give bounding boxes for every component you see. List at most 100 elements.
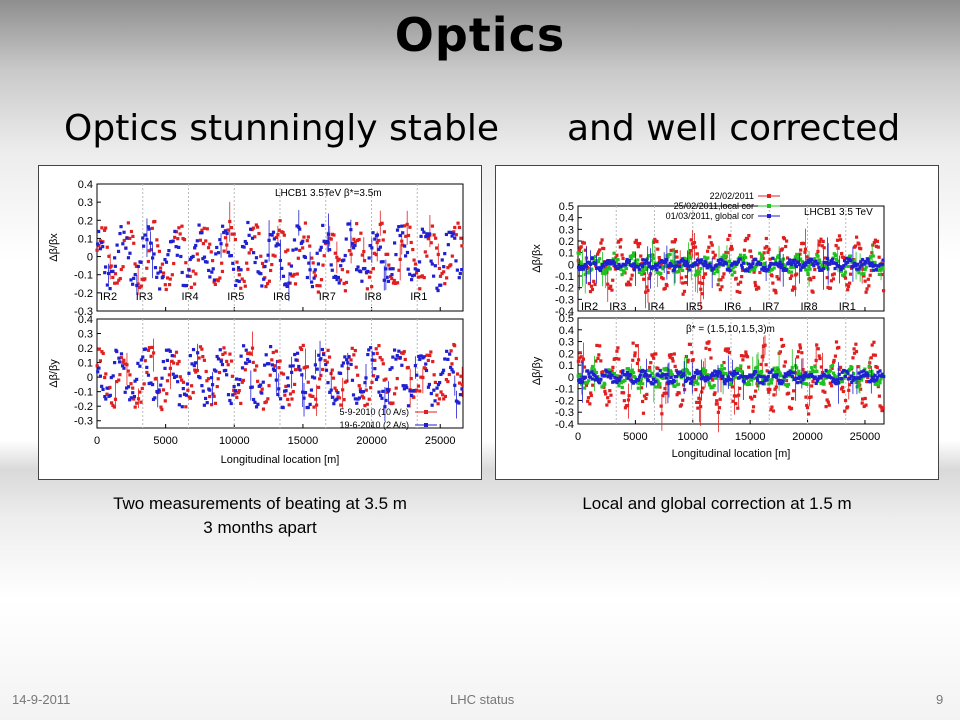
data-point — [662, 391, 666, 395]
data-point — [165, 358, 169, 363]
data-point — [224, 368, 228, 373]
data-point — [180, 378, 184, 382]
data-point — [791, 371, 795, 375]
data-point — [423, 367, 428, 371]
data-point — [760, 369, 764, 374]
data-point — [172, 354, 177, 358]
data-point — [772, 393, 776, 397]
data-point — [193, 246, 197, 250]
data-point — [867, 284, 871, 288]
data-point — [665, 258, 669, 262]
data-point — [253, 235, 257, 239]
data-point — [406, 365, 410, 370]
data-point — [706, 256, 710, 260]
data-point — [740, 268, 745, 272]
data-point — [435, 393, 439, 397]
data-point — [636, 258, 640, 262]
data-point — [817, 354, 821, 358]
data-point — [233, 392, 237, 396]
data-point — [761, 354, 765, 358]
data-point — [341, 388, 345, 392]
data-point — [691, 358, 695, 362]
data-point — [832, 358, 836, 363]
data-point — [693, 273, 698, 277]
data-point — [369, 386, 373, 390]
data-point — [286, 384, 291, 388]
data-point — [321, 367, 325, 372]
data-point — [413, 262, 418, 266]
data-point — [780, 261, 784, 265]
data-point — [611, 257, 615, 261]
y-tick-label: -0.2 — [74, 288, 93, 300]
data-point — [362, 259, 367, 263]
ir-label: IR5 — [686, 301, 703, 313]
data-point — [673, 238, 678, 242]
data-point — [232, 384, 236, 389]
data-point — [862, 369, 866, 373]
data-point — [803, 250, 807, 254]
data-point — [584, 383, 589, 387]
data-point — [200, 384, 204, 388]
data-point — [823, 390, 827, 394]
ir-label: IR6 — [724, 301, 741, 313]
data-point — [752, 394, 757, 398]
data-point — [404, 234, 408, 238]
data-point — [663, 264, 667, 268]
data-point — [194, 272, 198, 276]
data-point — [433, 399, 437, 403]
data-point — [236, 268, 241, 272]
ir-label: IR3 — [136, 291, 153, 303]
data-point — [253, 260, 257, 265]
data-point — [880, 374, 884, 378]
data-point — [236, 266, 241, 270]
data-point — [225, 359, 229, 363]
data-point — [441, 371, 445, 375]
data-point — [765, 245, 769, 249]
data-point — [113, 264, 117, 268]
y-axis-label: Δβ/βy — [531, 356, 543, 385]
data-point — [670, 264, 674, 268]
data-point — [870, 343, 874, 347]
data-point — [607, 368, 611, 372]
data-point — [105, 283, 109, 287]
data-point — [139, 260, 143, 264]
data-point — [816, 262, 820, 266]
data-point — [160, 376, 164, 380]
data-point — [354, 268, 359, 272]
data-point — [702, 264, 706, 268]
data-point — [197, 223, 201, 227]
data-point — [788, 258, 792, 262]
data-point — [385, 275, 389, 279]
data-point — [302, 235, 306, 239]
data-point — [668, 355, 672, 359]
data-point — [402, 350, 406, 354]
data-point — [816, 377, 820, 381]
data-point — [367, 397, 371, 401]
data-point — [618, 245, 622, 249]
data-point — [431, 359, 435, 364]
data-point — [812, 369, 816, 374]
data-point — [833, 266, 837, 271]
data-point — [576, 374, 580, 378]
data-point — [430, 262, 434, 266]
data-point — [408, 272, 412, 276]
data-point — [323, 358, 327, 363]
y-tick-label: 0 — [87, 252, 93, 264]
data-point — [356, 265, 360, 269]
data-point — [630, 254, 634, 258]
data-point — [583, 263, 587, 267]
data-point — [842, 376, 846, 380]
data-point — [625, 370, 629, 375]
data-point — [731, 399, 735, 403]
data-point — [855, 267, 859, 271]
data-point — [367, 256, 371, 260]
data-point — [616, 266, 620, 271]
data-point — [299, 241, 303, 245]
data-point — [377, 247, 381, 251]
data-point — [420, 227, 424, 231]
data-point — [780, 247, 784, 251]
data-point — [247, 251, 251, 255]
data-point — [108, 385, 112, 390]
y-tick-label: 0 — [568, 259, 574, 271]
data-point — [252, 251, 256, 255]
